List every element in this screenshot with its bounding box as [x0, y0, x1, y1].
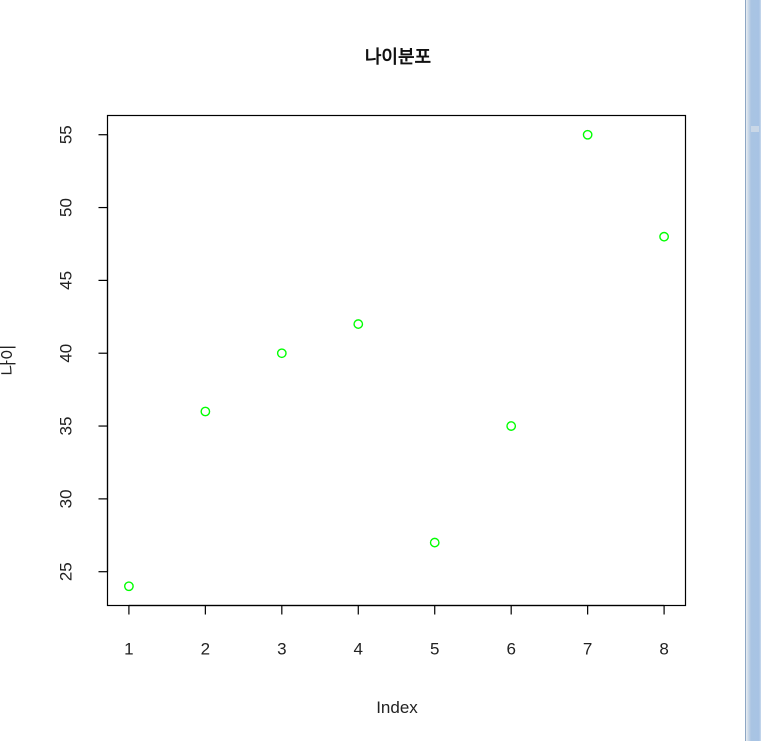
window-edge: [745, 0, 761, 741]
data-point-1: [124, 581, 134, 592]
y-tick-label-25: 25: [57, 562, 76, 581]
data-point-5: [429, 537, 440, 548]
y-tick-label-45: 45: [57, 271, 76, 290]
x-tick-label-5: 5: [430, 640, 439, 659]
window-edge-notch: [751, 126, 759, 132]
data-point-8: [659, 231, 669, 242]
x-tick-label-4: 4: [354, 640, 363, 659]
y-tick-label-30: 30: [57, 489, 76, 508]
data-point-3: [276, 348, 287, 359]
data-point-6: [506, 421, 517, 431]
x-tick-label-8: 8: [659, 640, 668, 659]
x-axis: 1 2 3 4 5 6 7 8: [124, 604, 669, 659]
data-point-7: [582, 129, 593, 140]
y-tick-label-40: 40: [57, 344, 76, 363]
y-tick-label-55: 55: [57, 125, 76, 144]
x-tick-label-1: 1: [124, 640, 133, 659]
y-tick-label-35: 35: [57, 417, 76, 436]
x-tick-label-3: 3: [277, 640, 286, 659]
x-tick-label-7: 7: [583, 640, 592, 659]
x-tick-label-6: 6: [506, 640, 515, 659]
x-axis-title: Index: [376, 698, 418, 717]
data-points: [124, 129, 669, 592]
plot-frame: [106, 114, 687, 607]
chart-title: 나이분포: [365, 47, 431, 68]
y-tick-label-50: 50: [57, 198, 76, 217]
x-tick-label-2: 2: [201, 640, 210, 659]
data-point-4: [353, 319, 364, 329]
y-axis-title: 나이: [0, 344, 18, 375]
y-axis: 25 30 35 40 45 50 55: [57, 125, 109, 581]
data-point-2: [200, 406, 211, 417]
